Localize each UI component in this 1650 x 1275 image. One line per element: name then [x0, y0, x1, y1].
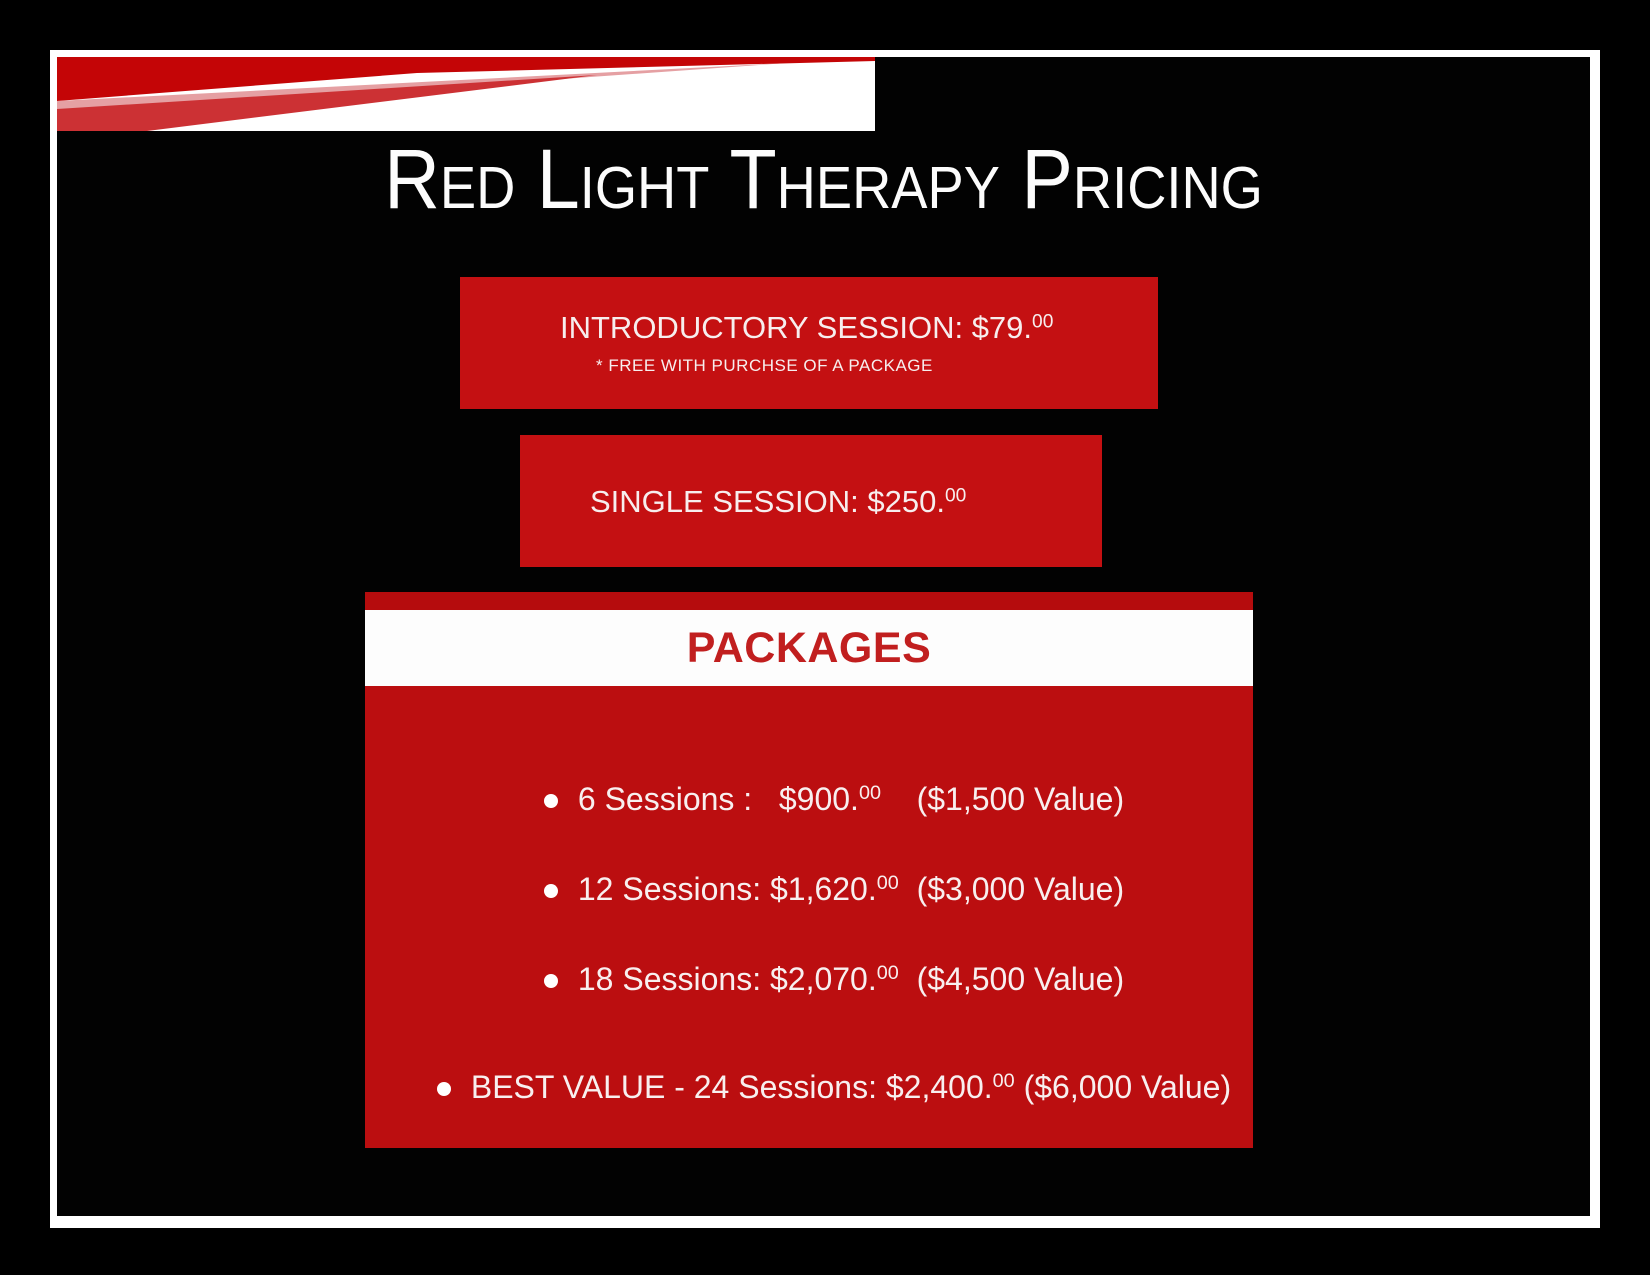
packages-title: PACKAGES — [686, 623, 932, 672]
bullet-icon — [543, 974, 558, 988]
packages-box: PACKAGES 6 Sessions : $900.00 ($1,500 Va… — [365, 592, 1253, 1148]
packages-body: 6 Sessions : $900.00 ($1,500 Value) 12 S… — [365, 686, 1253, 1148]
single-session-superscript: 00 — [944, 485, 967, 507]
intro-session-price: INTRODUCTORY SESSION: $79. — [560, 310, 1033, 345]
price-superscript: 00 — [876, 961, 899, 984]
intro-session-text: INTRODUCTORY SESSION: $79.00 — [460, 310, 1158, 351]
package-item: 12 Sessions: $1,620.00 ($3,000 Value) — [415, 871, 1253, 911]
package-item: BEST VALUE - 24 Sessions: $2,400.00 ($6,… — [415, 1069, 1253, 1109]
package-item-text: 18 Sessions: $2,070.00 ($4,500 Value) — [578, 959, 1124, 1004]
page-title: Red Light Therapy Pricing — [384, 132, 1263, 226]
bullet-icon — [436, 1082, 451, 1096]
intro-session-box: INTRODUCTORY SESSION: $79.00 * FREE WITH… — [460, 277, 1158, 409]
package-item-text: 6 Sessions : $900.00 ($1,500 Value) — [578, 779, 1124, 824]
slide-frame: Red Light Therapy Pricing INTRODUCTORY S… — [50, 50, 1600, 1228]
bullet-icon — [543, 794, 558, 808]
package-item-text: BEST VALUE - 24 Sessions: $2,400.00 ($6,… — [471, 1067, 1231, 1112]
packages-top-strip — [365, 592, 1253, 610]
single-session-price: SINGLE SESSION: $250. — [590, 484, 945, 519]
price-superscript: 00 — [876, 871, 899, 894]
top-swoosh-decoration — [57, 57, 875, 131]
price-superscript: 00 — [992, 1069, 1015, 1092]
swoosh-graphic — [57, 57, 875, 131]
intro-session-note: * FREE WITH PURCHSE OF A PACKAGE — [596, 356, 933, 375]
package-item: 6 Sessions : $900.00 ($1,500 Value) — [415, 781, 1253, 821]
bullet-icon — [543, 884, 558, 898]
intro-session-superscript: 00 — [1032, 311, 1054, 333]
single-session-text: SINGLE SESSION: $250.00 — [520, 484, 1102, 525]
package-item: 18 Sessions: $2,070.00 ($4,500 Value) — [415, 961, 1253, 1001]
packages-header-band: PACKAGES — [365, 610, 1253, 686]
package-item-text: 12 Sessions: $1,620.00 ($3,000 Value) — [578, 869, 1124, 914]
single-session-box: SINGLE SESSION: $250.00 — [520, 435, 1102, 567]
price-superscript: 00 — [858, 781, 881, 804]
